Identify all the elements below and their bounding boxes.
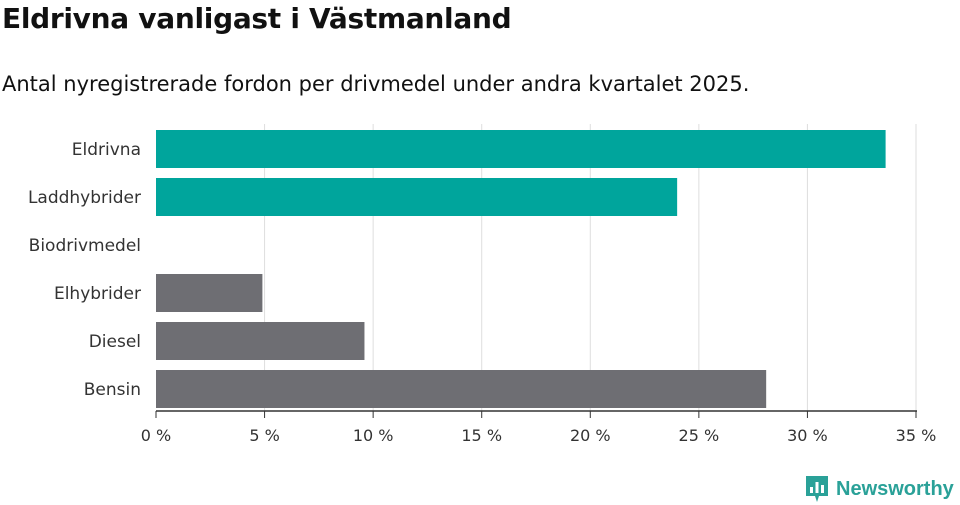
bar [156,130,886,168]
x-tick-label: 10 % [353,426,394,445]
category-labels: Eldrivna Laddhybrider Biodrivmedel Elhybrid… [28,140,141,400]
x-tick-label: 0 % [141,426,171,445]
bars [156,130,886,408]
newsworthy-logo: Newsworthy [804,474,954,504]
category-label: Elhybrider [54,284,141,304]
bar-chart-badge-icon [806,476,828,502]
brand-name: Newsworthy [836,477,954,500]
chart-subtitle: Antal nyregistrerade fordon per drivmede… [2,72,750,96]
bar [156,274,263,312]
x-tick-label: 30 % [787,426,828,445]
category-label: Bensin [84,380,141,400]
x-tick-label: 5 % [249,426,279,445]
bar [156,178,678,216]
bar [156,322,365,360]
x-tick-label: 20 % [570,426,611,445]
bar [156,370,767,408]
x-tick-label: 35 % [896,426,937,445]
category-label: Biodrivmedel [29,236,141,256]
x-tick-label: 25 % [679,426,720,445]
x-axis: 0 % 5 % 10 % 15 % 20 % 25 % 30 % 35 % [141,410,937,445]
category-label: Laddhybrider [28,188,141,208]
gridlines [264,124,917,411]
category-label: Eldrivna [72,140,141,160]
x-tick-label: 15 % [461,426,502,445]
category-label: Diesel [89,332,141,352]
chart-title: Eldrivna vanligast i Västmanland [2,2,512,35]
